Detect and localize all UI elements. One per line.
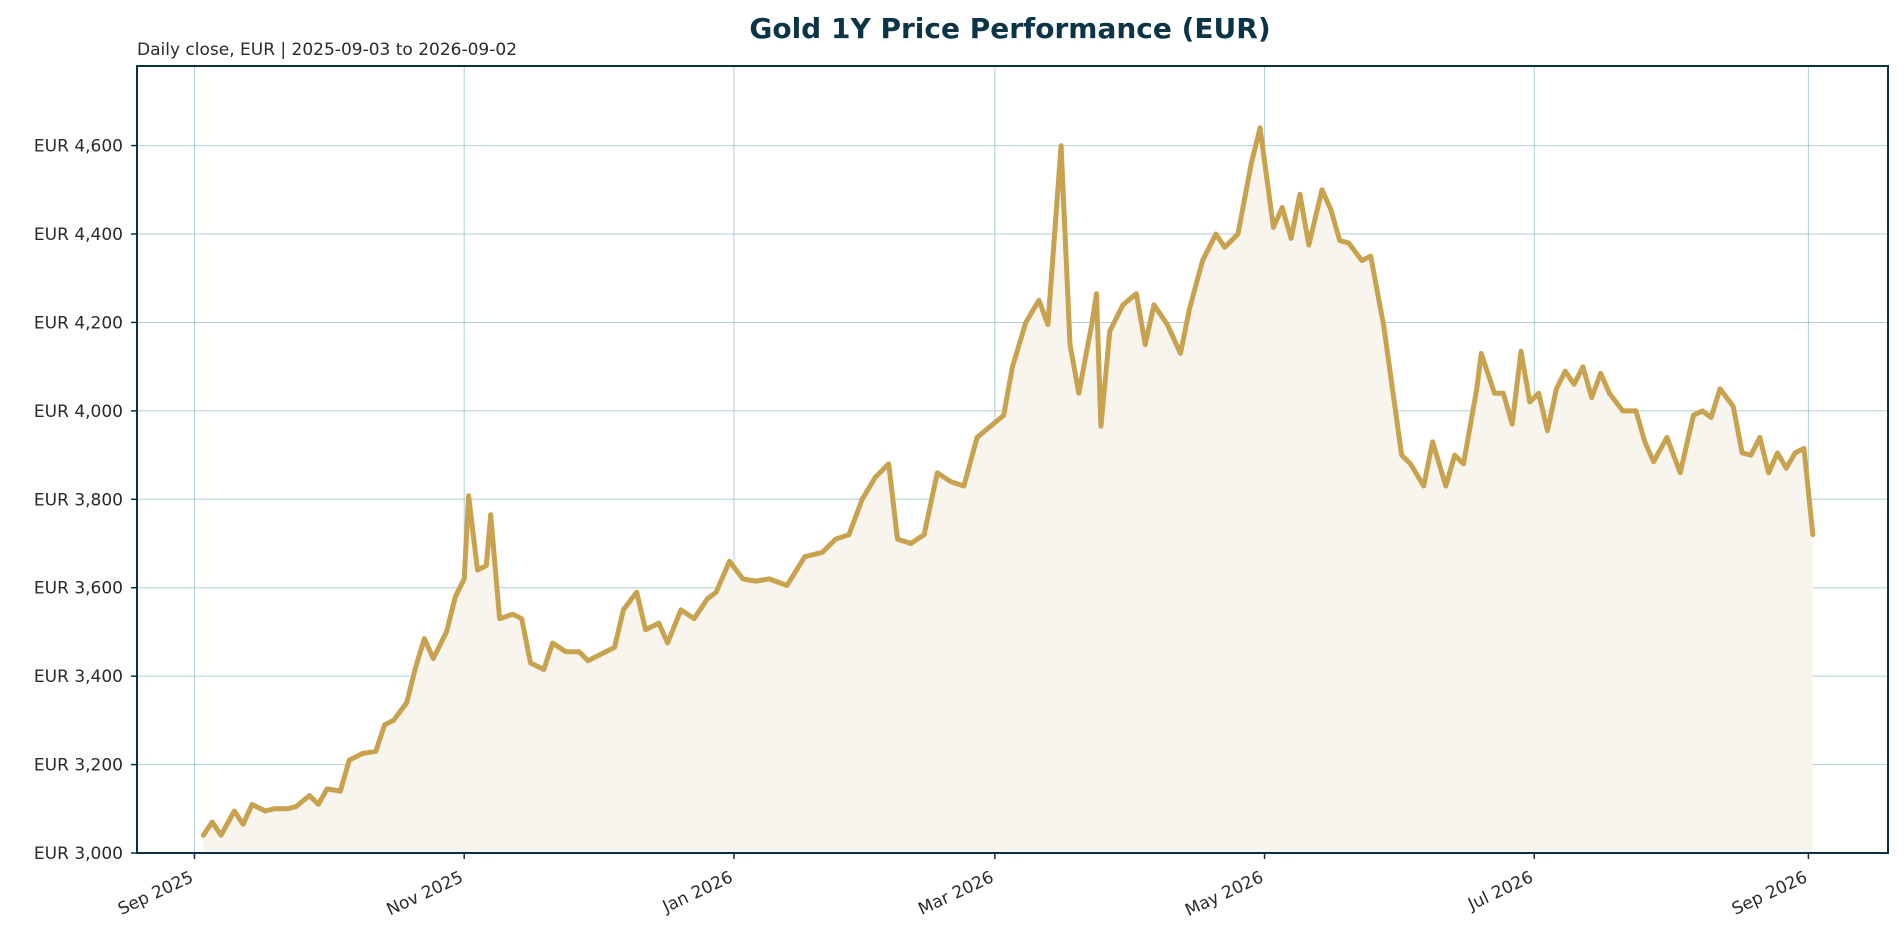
y-tick-label: EUR 3,200	[34, 756, 123, 776]
x-tick-label: Sep 2026	[1729, 867, 1811, 919]
y-tick-label: EUR 3,600	[34, 579, 123, 599]
y-tick-label: EUR 4,000	[34, 402, 123, 422]
plot-frame	[136, 65, 1889, 854]
x-tick-label: Nov 2025	[384, 867, 467, 920]
x-tick-label: Mar 2026	[915, 867, 997, 919]
chart-subtitle: Daily close, EUR | 2025-09-03 to 2026-09…	[137, 40, 517, 60]
price-area-fill	[203, 127, 1813, 853]
chart-title: Gold 1Y Price Performance (EUR)	[749, 12, 1270, 45]
area-layer	[203, 127, 1813, 853]
x-axis: Sep 2025 Nov 2025 Jan 2026 Mar 2026 May 2026…	[115, 853, 1811, 921]
x-tick-label: Jan 2026	[659, 867, 736, 917]
x-tick-label: May 2026	[1182, 867, 1266, 921]
y-tick-label: EUR 4,200	[34, 313, 123, 333]
y-tick-label: EUR 4,400	[34, 225, 123, 245]
line-layer	[200, 125, 1816, 838]
y-axis: EUR 3,000 EUR 3,200 EUR 3,400 EUR 3,600 EUR …	[34, 137, 137, 864]
price-line	[200, 125, 1816, 838]
y-tick-label: EUR 3,800	[34, 490, 123, 510]
x-tick-label: Jul 2026	[1464, 867, 1536, 915]
x-tick-label: Sep 2025	[115, 867, 197, 919]
y-tick-label: EUR 4,600	[34, 137, 123, 157]
y-tick-label: EUR 3,000	[34, 844, 123, 864]
y-tick-label: EUR 3,400	[34, 667, 123, 687]
